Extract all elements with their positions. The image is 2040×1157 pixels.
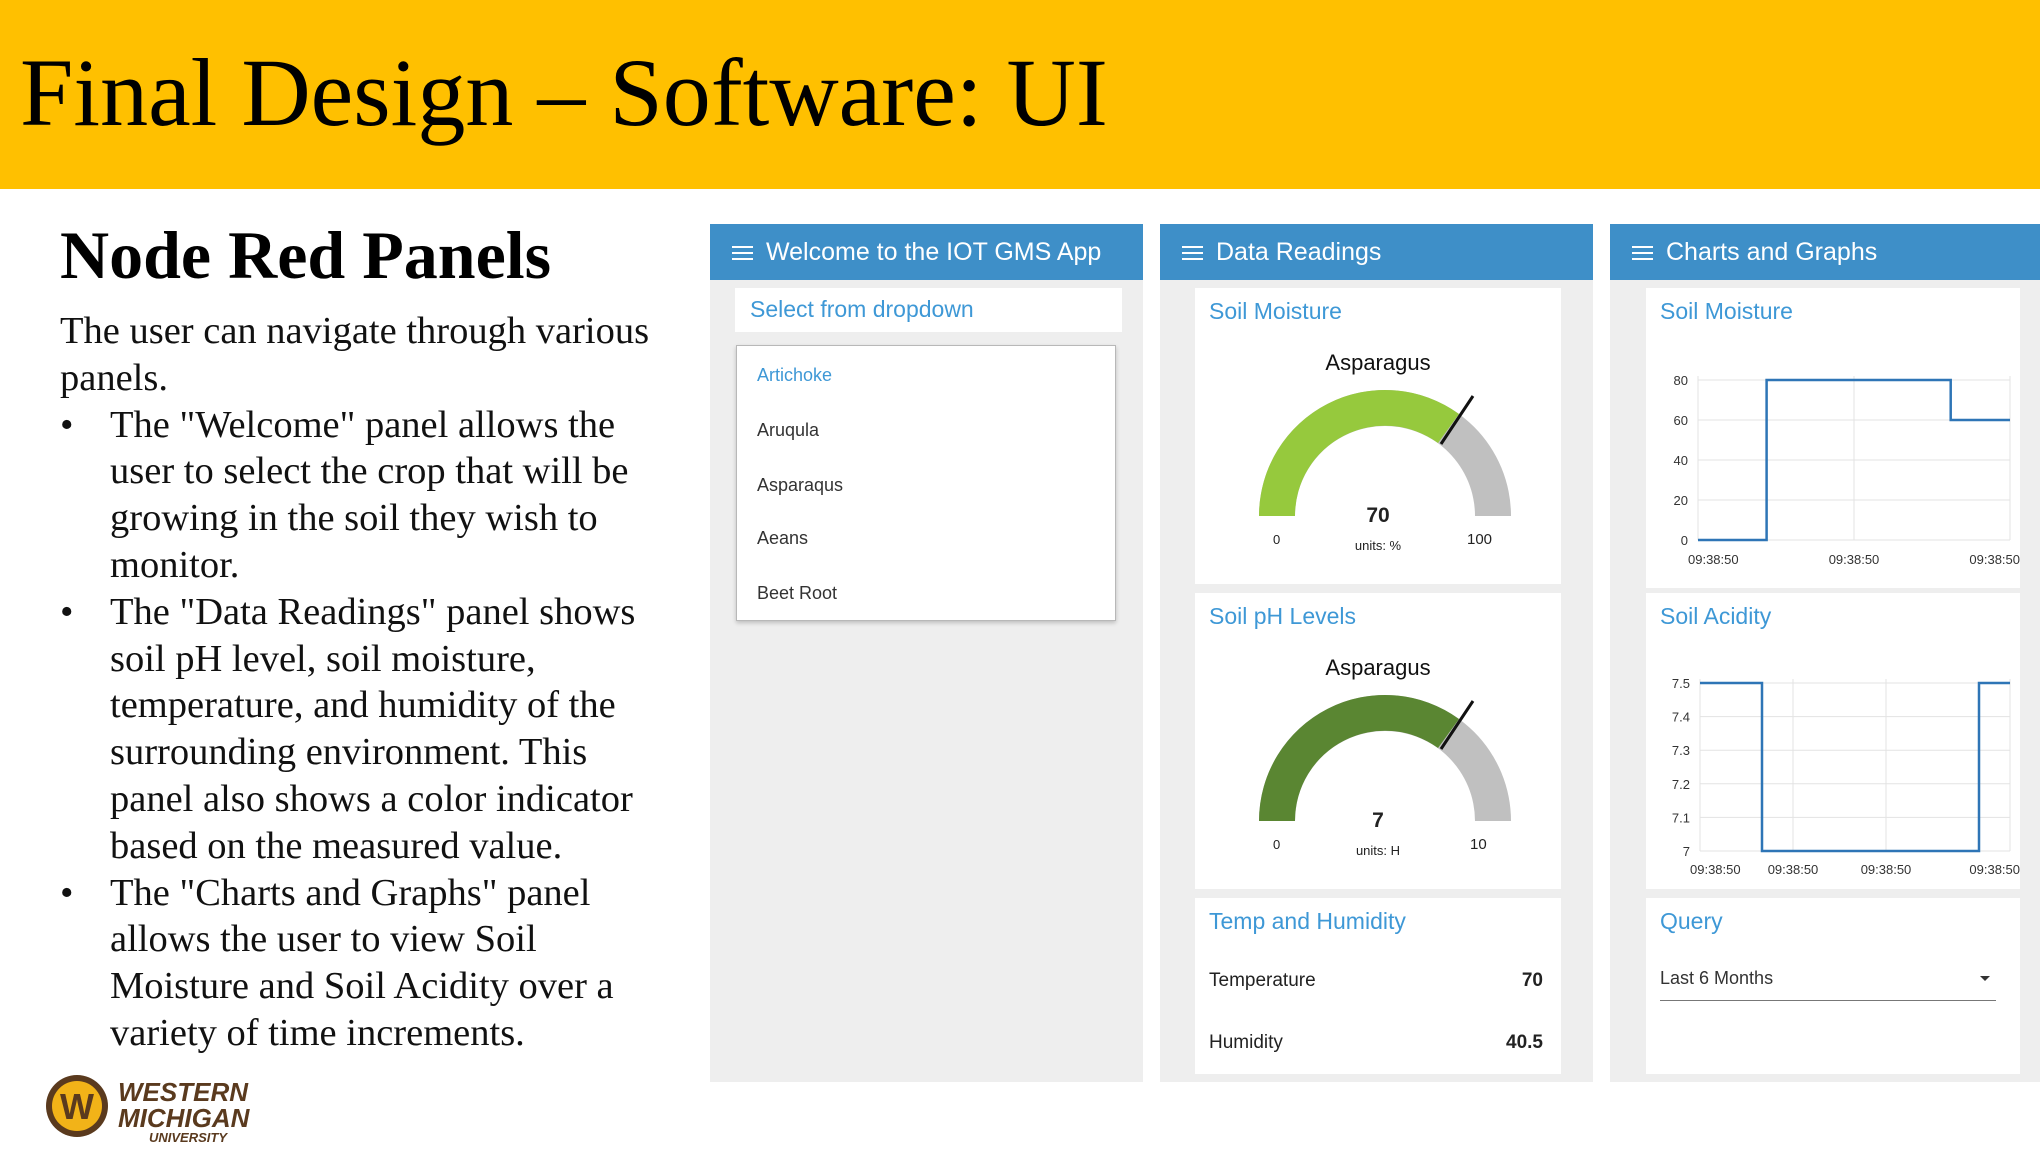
title-banner: Final Design – Software: UI [0,0,2040,189]
y-tick-label: 7.1 [1672,810,1690,825]
gauge-units: units: % [1354,538,1402,553]
y-tick-label: 7 [1683,844,1690,859]
gauge-fill [1259,694,1459,821]
gauge-fill [1259,389,1459,516]
bullet-marker: • [60,590,74,633]
gauge-max: 100 [1467,531,1493,548]
dropdown-option[interactable]: Artichoke [757,365,833,385]
humidity-value: 40.5 [1506,1032,1543,1053]
y-tick-label: 40 [1674,453,1688,468]
gauge-min: 0 [1273,837,1281,852]
series-line [1698,378,2010,542]
logo-emblem-inner [52,1081,102,1131]
card-title: Temp and Humidity [1209,908,1406,934]
logo-line-3: UNIVERSITY [149,1130,228,1145]
intro-paragraph: The user can navigate through various pa… [60,310,650,399]
chart-title: Soil Acidity [1660,603,1772,629]
soil-moisture-chart-card: Soil Moisture 80 60 40 20 0 09:38:50 09:38:50 0… [1646,288,2020,588]
chart-title: Soil Moisture [1660,298,1793,324]
y-tick-label: 20 [1674,493,1688,508]
university-logo: W WESTERN MICHIGAN UNIVERSITY [46,1075,251,1145]
gauge-value: 70 [1366,504,1390,527]
x-tick-label: 09:38:50 [1969,552,2020,567]
query-card: Query Last 6 Months [1646,898,2020,1074]
query-select[interactable]: Last 6 Months [1660,960,1996,1001]
hamburger-menu-icon[interactable] [1632,246,1653,260]
card-title: Soil Moisture [1209,298,1342,324]
hamburger-menu-icon[interactable] [1182,246,1203,260]
bullet-item: • The "Charts and Graphs" panel allows th… [60,870,680,1057]
humidity-label: Humidity [1209,1032,1283,1053]
bullet-item: • The "Welcome" panel allows the user to … [60,402,680,589]
soil-moisture-card: Soil Moisture Asparagus 70 units: % 0 10… [1195,288,1561,584]
series-line [1700,681,2010,853]
dropdown-caret-icon[interactable] [1978,974,1992,982]
x-tick-label: 09:38:50 [1688,552,1739,567]
welcome-panel: Welcome to the IOT GMS App Select from d… [710,224,1143,1082]
x-tick-label: 09:38:50 [1969,862,2020,877]
temperature-label: Temperature [1209,970,1316,991]
hamburger-menu-icon[interactable] [732,246,753,260]
gauge-needle [1439,395,1475,445]
y-tick-label: 60 [1674,413,1688,428]
dropdown-option[interactable]: Aruqula [757,420,820,440]
bullet-marker: • [60,871,74,914]
slide-body: The user can navigate through various pa… [60,308,680,1057]
panel-title: Charts and Graphs [1666,238,1878,266]
logo-line-2: MICHIGAN [118,1103,251,1133]
crop-dropdown-list[interactable]: Artichoke Aruqula Asparaqus Aeans Beet R… [736,345,1116,621]
dropdown-option[interactable]: Beet Root [757,583,838,603]
dropdown-option[interactable]: Asparaqus [757,475,844,495]
y-tick-label: 0 [1681,533,1688,548]
dropdown-label-card: Select from dropdown [735,288,1122,332]
y-tick-label: 7.5 [1672,676,1690,691]
y-tick-label: 7.2 [1672,777,1690,792]
slide-title: Final Design – Software: UI [20,39,1108,146]
temperature-value: 70 [1521,970,1543,991]
data-panel-header: Data Readings [1160,224,1593,280]
y-tick-label: 80 [1674,373,1688,388]
query-title: Query [1660,908,1723,934]
bullet-text: The "Charts and Graphs" panel allows the… [110,871,614,1054]
soil-ph-gauge [1259,694,1511,821]
panel-title: Welcome to the IOT GMS App [766,238,1102,266]
y-tick-label: 7.3 [1672,743,1690,758]
gauge-units: units: H [1355,843,1401,858]
gauge-min: 0 [1273,532,1281,547]
bullet-list: • The "Welcome" panel allows the user to … [60,402,680,1057]
dropdown-label: Select from dropdown [750,296,974,322]
query-selected-value: Last 6 Months [1660,968,1774,988]
data-readings-panel: Data Readings Soil Moisture Asparagus 70… [1160,224,1593,1082]
x-tick-label: 09:38:50 [1690,862,1741,877]
panel-title: Data Readings [1216,238,1382,266]
bullet-text: The "Welcome" panel allows the user to s… [110,403,629,586]
gauge-needle [1439,700,1475,750]
bullet-text: The "Data Readings" panel shows soil pH … [110,590,636,867]
gauge-max: 10 [1470,836,1487,853]
welcome-panel-header: Welcome to the IOT GMS App [710,224,1143,280]
bullet-item: • The "Data Readings" panel shows soil pH… [60,589,680,870]
logo-line-1: WESTERN [118,1077,249,1107]
charts-panel: Charts and Graphs Soil Moisture 80 60 40 20… [1610,224,2040,1082]
card-title: Soil pH Levels [1209,603,1357,629]
x-tick-label: 09:38:50 [1829,552,1880,567]
gauge-crop-label: Asparagus [1325,350,1431,375]
bullet-marker: • [60,403,74,446]
y-tick-label: 7.4 [1672,710,1690,725]
x-tick-label: 09:38:50 [1768,862,1819,877]
gauge-value: 7 [1372,809,1384,832]
x-tick-label: 09:38:50 [1861,862,1912,877]
soil-ph-card: Soil pH Levels Asparagus 7 units: H 0 10 [1195,593,1561,889]
gauge-crop-label: Asparagus [1325,655,1431,680]
temp-humidity-card: Temp and Humidity Temperature 70 Humidit… [1195,898,1561,1074]
soil-acidity-chart-card: Soil Acidity 7.5 7.4 7.3 7.2 7.1 7 09:38:50 09:… [1646,593,2020,889]
charts-panel-header: Charts and Graphs [1610,224,2040,280]
dropdown-option[interactable]: Aeans [757,528,809,548]
logo-emblem-letter: W [60,1086,94,1127]
soil-moisture-gauge [1259,389,1511,516]
slide-subtitle: Node Red Panels [60,217,552,293]
